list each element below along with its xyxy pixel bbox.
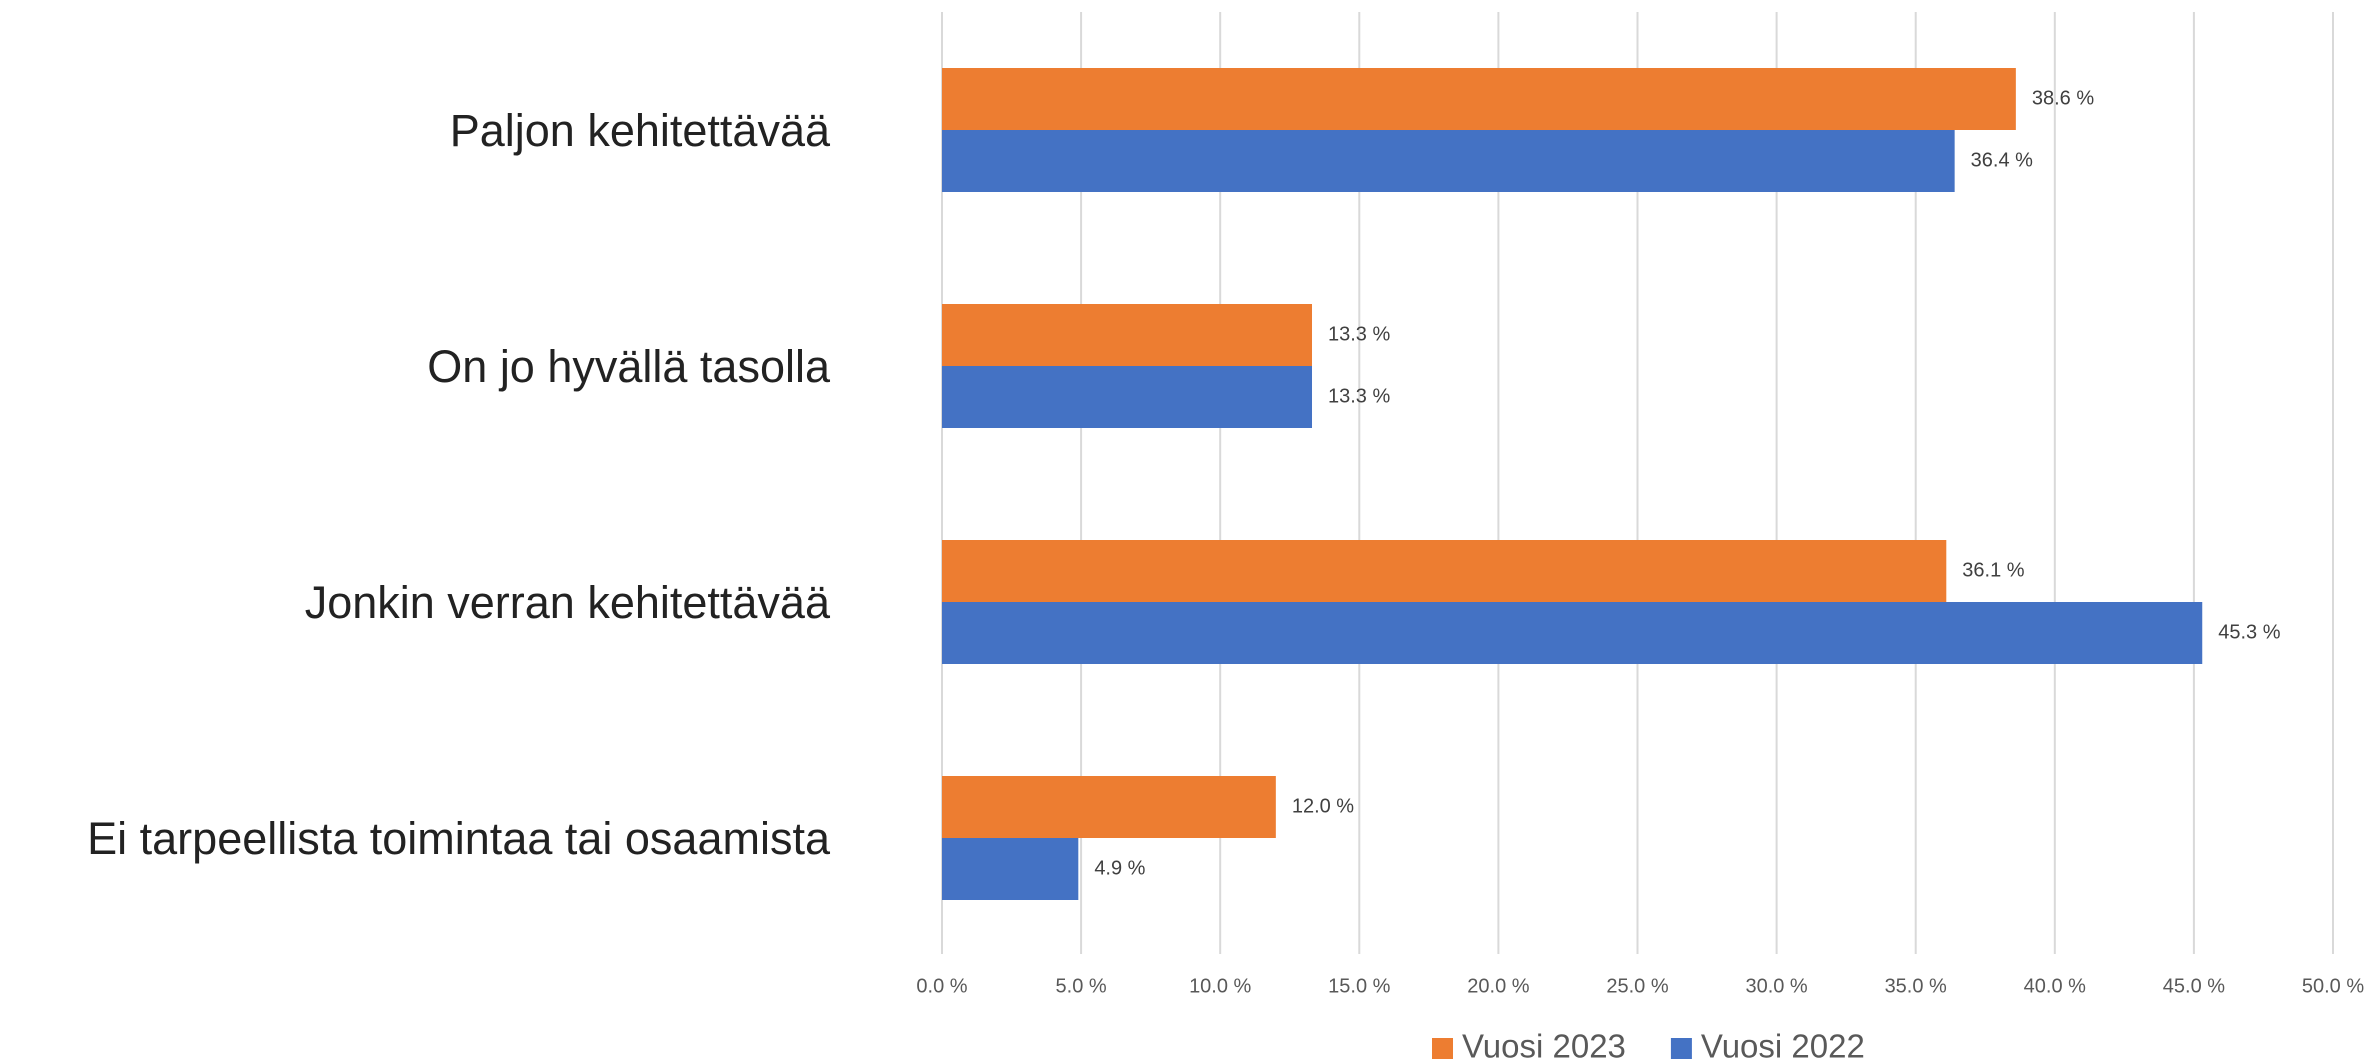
value-label: 36.1 % — [1962, 559, 2024, 581]
value-label: 13.3 % — [1328, 385, 1390, 407]
bar — [942, 540, 1947, 602]
x-tick-label: 10.0 % — [1189, 975, 1251, 997]
value-label: 45.3 % — [2218, 621, 2280, 643]
value-label: 36.4 % — [1971, 149, 2033, 171]
bar — [942, 68, 2016, 130]
legend-label: Vuosi 2023 — [1462, 1028, 1626, 1064]
bar — [942, 130, 1955, 192]
legend-label: Vuosi 2022 — [1701, 1028, 1865, 1064]
x-tick-label: 25.0 % — [1606, 975, 1668, 997]
category-label: Jonkin verran kehitettävää — [305, 577, 831, 628]
x-tick-label: 30.0 % — [1745, 975, 1807, 997]
category-label: On jo hyvällä tasolla — [427, 341, 831, 392]
x-tick-label: 0.0 % — [916, 975, 967, 997]
value-label: 38.6 % — [2032, 87, 2094, 109]
x-tick-label: 40.0 % — [2024, 975, 2086, 997]
x-tick-label: 20.0 % — [1467, 975, 1529, 997]
x-tick-label: 15.0 % — [1328, 975, 1390, 997]
bar — [942, 304, 1313, 366]
x-tick-label: 5.0 % — [1056, 975, 1107, 997]
category-label: Paljon kehitettävää — [450, 105, 831, 156]
bar — [942, 838, 1079, 900]
bar — [942, 602, 2203, 664]
value-label: 13.3 % — [1328, 323, 1390, 345]
x-tick-label: 35.0 % — [1885, 975, 1947, 997]
bar — [942, 776, 1276, 838]
value-label: 4.9 % — [1094, 857, 1145, 879]
category-label: Ei tarpeellista toimintaa tai osaamista — [87, 813, 831, 864]
value-label: 12.0 % — [1292, 795, 1354, 817]
x-tick-label: 50.0 % — [2302, 975, 2364, 997]
bar — [942, 366, 1313, 428]
legend-swatch — [1670, 1038, 1692, 1059]
legend-swatch — [1432, 1038, 1453, 1059]
x-tick-label: 45.0 % — [2163, 975, 2225, 997]
